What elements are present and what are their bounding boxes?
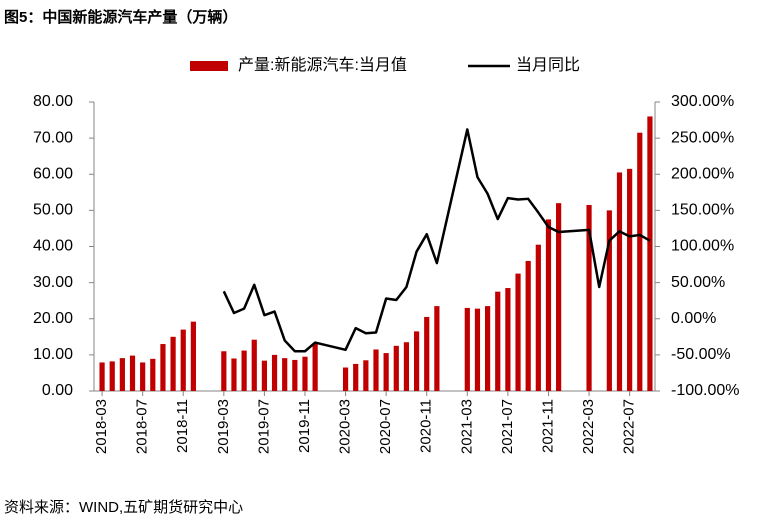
bar: [535, 244, 541, 391]
bar: [403, 342, 410, 391]
bar: [627, 168, 633, 391]
x-tick-label: 2018-11: [174, 399, 191, 453]
y2-tick-label: -100.00%: [671, 382, 740, 399]
bar: [241, 350, 247, 391]
bar: [190, 321, 196, 391]
bar: [271, 354, 278, 391]
legend-label: 产量:新能源汽车:当月值: [238, 56, 407, 74]
y-tick-label: 30.00: [33, 274, 73, 291]
y-tick-label: 0.00: [42, 382, 73, 399]
bar: [474, 308, 481, 391]
y-tick-label: 50.00: [33, 202, 73, 219]
bar: [637, 132, 643, 392]
bar: [99, 362, 105, 391]
bar: [393, 345, 399, 391]
bar: [292, 359, 298, 391]
x-tick-label: 2021-11: [539, 399, 556, 453]
bar: [221, 351, 227, 391]
y2-tick-label: -50.00%: [671, 346, 731, 363]
bar: [556, 203, 562, 391]
bar: [261, 360, 267, 391]
y-tick-label: 10.00: [33, 346, 73, 363]
x-tick-label: 2022-07: [621, 399, 638, 454]
bar: [545, 219, 552, 391]
bar: [424, 316, 430, 391]
source-note: 资料来源：WIND,五矿期货研究中心: [4, 499, 243, 516]
x-tick-label: 2020-07: [377, 399, 394, 454]
bar: [525, 260, 531, 391]
y-tick-label: 70.00: [33, 129, 73, 146]
bar: [647, 116, 653, 391]
y2-tick-label: 250.00%: [671, 129, 734, 146]
bar: [119, 358, 125, 391]
legend-label: 当月同比: [516, 56, 580, 74]
bar: [353, 363, 359, 391]
line: [222, 128, 651, 353]
y-tick-label: 40.00: [33, 238, 73, 255]
bar: [485, 306, 491, 391]
bar: [586, 204, 592, 391]
bar: [373, 349, 379, 391]
bar: [150, 358, 156, 391]
bar: [515, 273, 521, 391]
bar: [495, 291, 501, 391]
bar: [505, 288, 511, 391]
bar: [606, 210, 612, 391]
bar: [413, 331, 420, 391]
y2-tick-label: 200.00%: [671, 165, 734, 182]
y-tick-label: 80.00: [33, 93, 73, 110]
y2-tick-label: 150.00%: [671, 202, 734, 219]
bar: [342, 367, 349, 391]
legend-swatch: [190, 61, 228, 71]
x-tick-label: 2021-03: [458, 399, 475, 454]
x-tick-label: 2018-07: [134, 399, 151, 454]
bar: [109, 361, 115, 391]
x-tick-label: 2019-03: [215, 399, 232, 454]
x-tick-label: 2019-11: [296, 399, 313, 453]
bar: [302, 356, 308, 391]
x-tick-label: 2022-03: [580, 399, 597, 454]
bar: [434, 306, 440, 391]
y2-tick-label: 0.00%: [671, 310, 716, 327]
bar: [383, 353, 389, 391]
bar: [251, 339, 257, 391]
x-tick-label: 2018-03: [93, 399, 110, 454]
y-tick-label: 60.00: [33, 165, 73, 182]
y2-tick-label: 50.00%: [671, 274, 725, 291]
bar: [140, 362, 146, 391]
bar: [160, 344, 166, 391]
bar: [170, 336, 176, 391]
bar: [616, 172, 623, 391]
bar: [231, 358, 237, 391]
y2-tick-label: 300.00%: [671, 93, 734, 110]
bar: [363, 360, 369, 391]
x-tick-label: 2021-07: [499, 399, 516, 454]
bar: [180, 329, 186, 391]
y-tick-label: 20.00: [33, 310, 73, 327]
bar: [312, 342, 318, 391]
x-tick-label: 2019-07: [255, 399, 272, 454]
bar: [464, 307, 470, 391]
bar: [282, 358, 288, 391]
bar: [129, 355, 136, 391]
chart-title: 图5：中国新能源汽车产量（万辆）: [4, 8, 237, 26]
y2-tick-label: 100.00%: [671, 238, 734, 255]
x-tick-label: 2020-11: [418, 399, 435, 453]
x-tick-label: 2020-03: [337, 399, 354, 454]
